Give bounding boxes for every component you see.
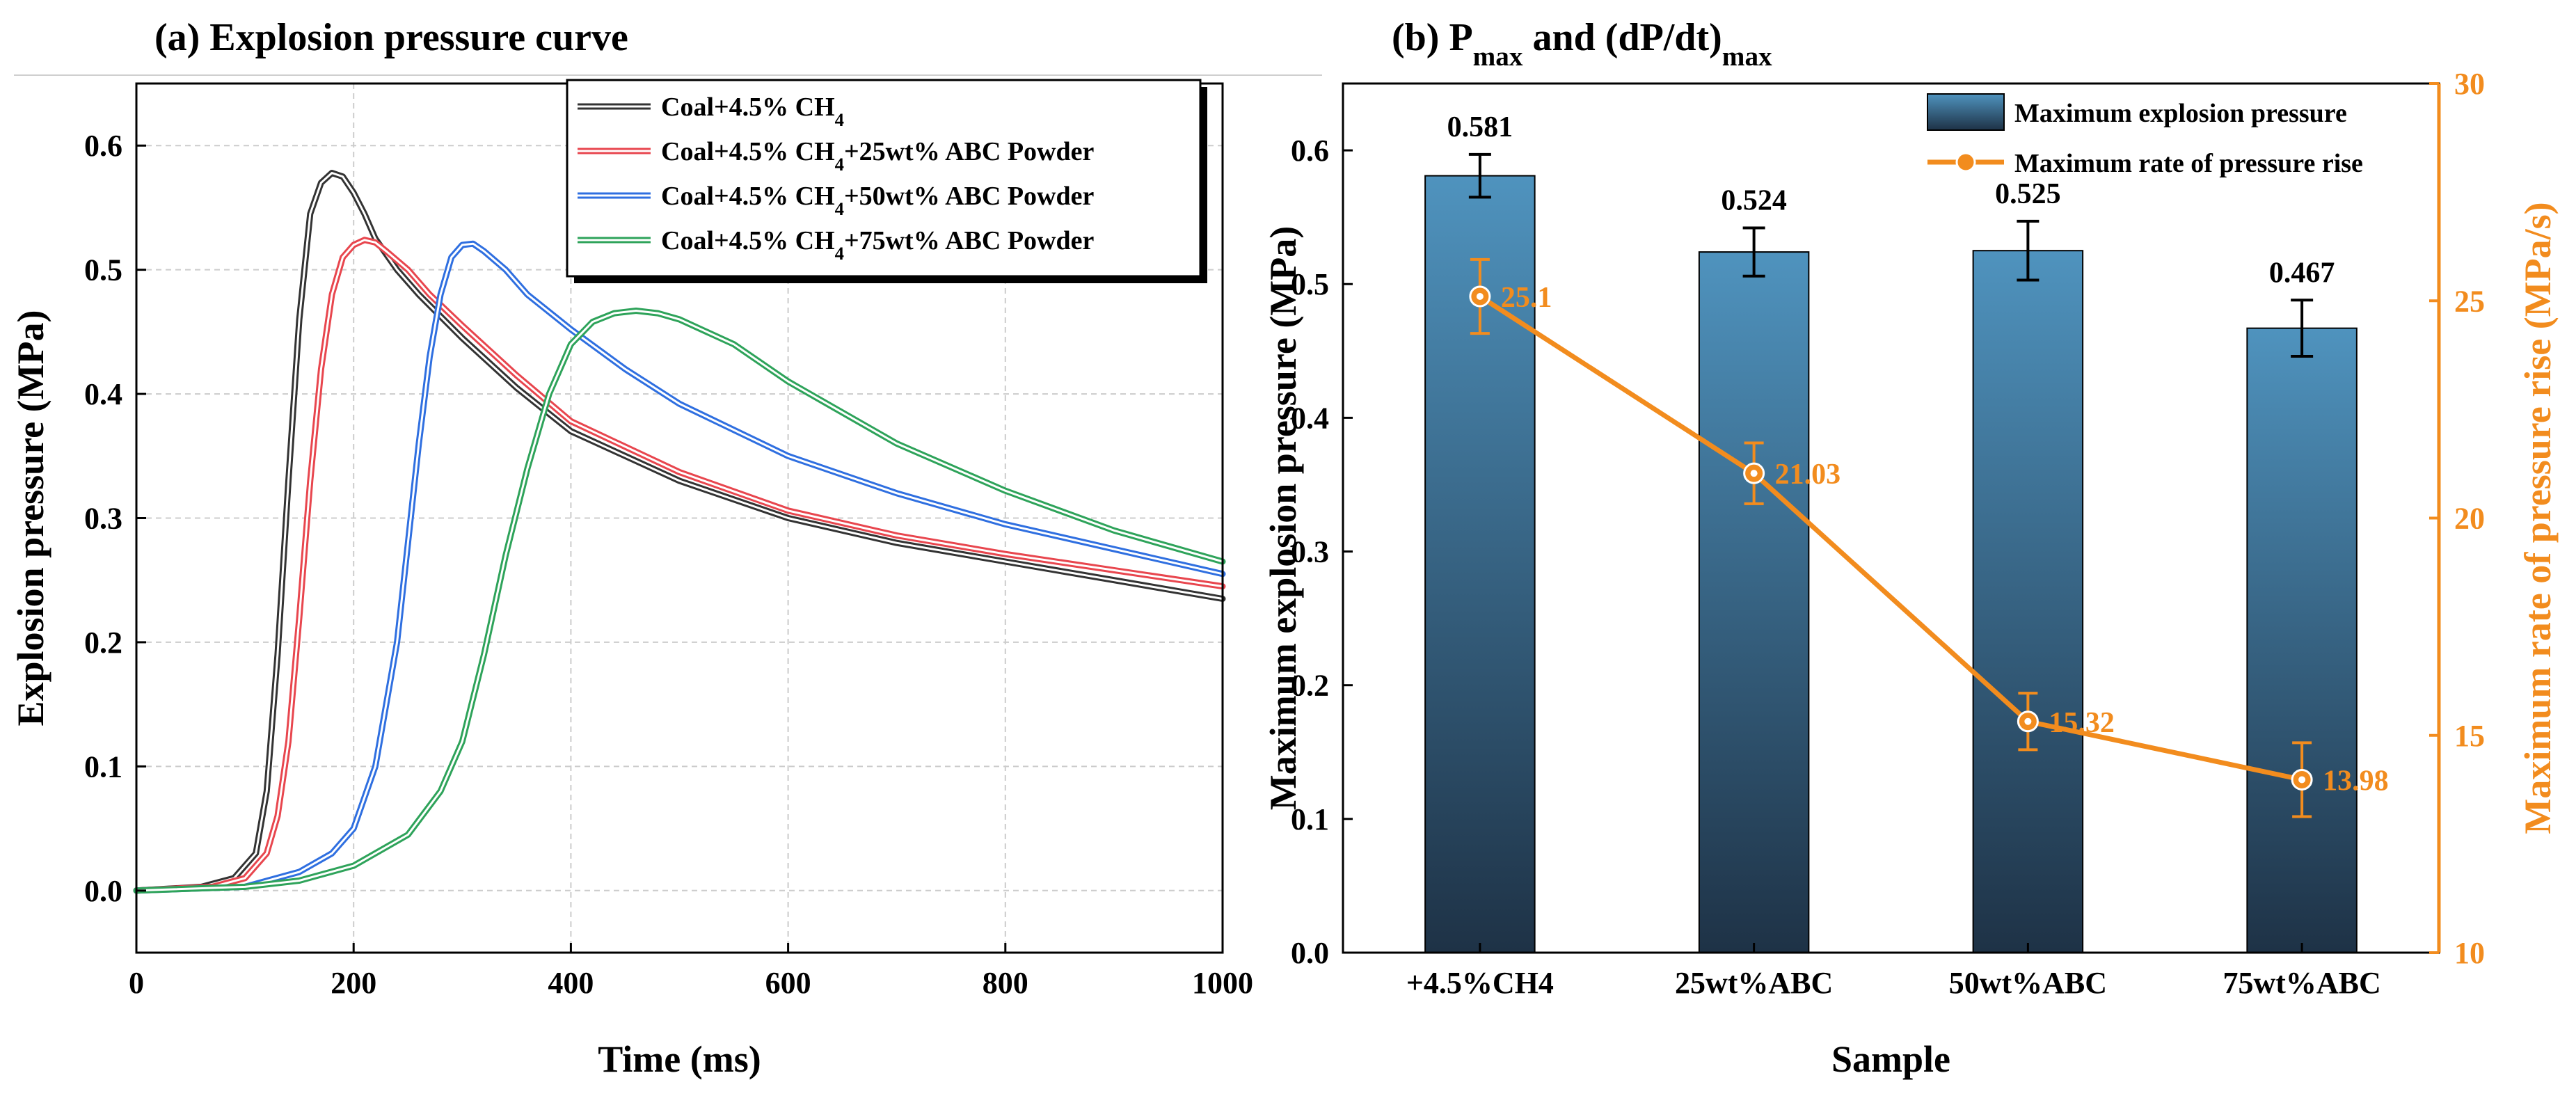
y-tick-label: 0.1 xyxy=(1291,802,1329,836)
series-line-inner xyxy=(135,310,1224,892)
y-tick-label: 0.1 xyxy=(84,749,122,784)
legend-label: Maximum explosion pressure xyxy=(2014,99,2347,128)
series-line-inner xyxy=(135,242,1224,892)
y-axis-label: Explosion pressure (MPa) xyxy=(10,310,51,726)
x-axis-label: Time (ms) xyxy=(598,1038,761,1080)
bar-value-label: 0.525 xyxy=(1995,178,2061,210)
error-bar xyxy=(2291,299,2314,358)
y2-tick-label: 20 xyxy=(2454,502,2485,536)
x-tick-label: 600 xyxy=(765,966,811,1000)
x-tick-label: 25wt%ABC xyxy=(1675,966,1833,1000)
x-tick-label: 800 xyxy=(983,966,1028,1000)
legend-label: Coal+4.5% CH4 xyxy=(661,93,844,130)
x-axis-label: Sample xyxy=(1831,1038,1950,1080)
legend-label: Coal+4.5% CH4+25wt% ABC Powder xyxy=(661,137,1094,175)
y-tick-label: 0.3 xyxy=(1291,535,1329,569)
legend-label: Maximum rate of pressure rise xyxy=(2014,149,2363,178)
rate-line xyxy=(1479,294,2303,782)
series-line-inner xyxy=(135,172,1224,892)
error-bar xyxy=(2017,219,2040,282)
rate-value-label: 15.32 xyxy=(2049,707,2115,739)
y-tick-label: 0.6 xyxy=(84,129,122,163)
y-tick-label: 0.4 xyxy=(1291,401,1329,435)
series-line-2 xyxy=(133,237,1226,894)
bar xyxy=(2246,327,2358,953)
rate-point-highlight xyxy=(2024,717,2032,725)
y-tick-label: 0.5 xyxy=(84,253,122,287)
x-tick-label: 400 xyxy=(548,966,594,1000)
bar xyxy=(1972,250,2084,953)
x-tick-label: +4.5%CH4 xyxy=(1406,966,1554,1000)
y-axis-label: Maximum explosion pressure (MPa) xyxy=(1262,226,1304,810)
series-line-4 xyxy=(133,308,1226,894)
rate-value-label: 13.98 xyxy=(2323,765,2389,797)
x-tick-label: 50wt%ABC xyxy=(1949,966,2107,1000)
y2-tick-label: 25 xyxy=(2454,284,2485,318)
rate-value-label: 21.03 xyxy=(1775,459,1841,491)
legend-swatch xyxy=(1927,93,2005,131)
y2-tick-label: 10 xyxy=(2454,936,2485,970)
y2-tick-label: 30 xyxy=(2454,67,2485,101)
panel-b-title: (b) Pmax and (dP/dt)max xyxy=(1392,16,1772,72)
legend-box xyxy=(566,79,1202,278)
rate-value-label: 25.1 xyxy=(1501,282,1552,314)
panel-a: (a) Explosion pressure curve 0 200 400 600 80… xyxy=(10,16,1322,1080)
bar-value-label: 0.467 xyxy=(2269,257,2335,289)
bar-value-label: 0.581 xyxy=(1447,111,1513,143)
rate-point-highlight xyxy=(1750,470,1758,477)
legend-label: Coal+4.5% CH4+50wt% ABC Powder xyxy=(661,182,1094,219)
x-tick-label: 75wt%ABC xyxy=(2223,966,2380,1000)
y-tick-label: 0.4 xyxy=(84,377,122,411)
series-line-inner xyxy=(135,239,1224,892)
y-tick-label: 0.0 xyxy=(84,874,122,908)
y-tick-label: 0.6 xyxy=(1291,134,1329,168)
error-bar xyxy=(1468,152,1491,199)
legend-swatch-marker xyxy=(1955,152,1976,173)
series-line-1 xyxy=(133,170,1226,894)
x-tick-label: 0 xyxy=(129,966,144,1000)
legend-label: Coal+4.5% CH4+75wt% ABC Powder xyxy=(661,226,1094,264)
y-tick-label: 0.2 xyxy=(84,626,122,660)
y2-tick-label: 15 xyxy=(2454,719,2485,753)
y2-axis-label: Maximum rate of pressure rise (MPa/s) xyxy=(2517,202,2559,834)
y-tick-label: 0.5 xyxy=(1291,267,1329,301)
y-tick-label: 0.0 xyxy=(1291,936,1329,970)
series-line-3 xyxy=(133,240,1226,894)
legend-a: Coal+4.5% CH4 Coal+4.5% CH4+25wt% ABC Pow… xyxy=(566,79,1207,283)
rate-point-highlight xyxy=(2298,776,2306,784)
bar-value-label: 0.524 xyxy=(1721,185,1787,217)
x-tick-label: 200 xyxy=(331,966,376,1000)
y-tick-label: 0.3 xyxy=(84,502,122,536)
bar xyxy=(1698,251,1810,954)
error-bar xyxy=(1742,226,1765,278)
legend-b: Maximum explosion pressure Maximum rate o… xyxy=(1927,93,2363,178)
x-tick-label: 1000 xyxy=(1192,966,1253,1000)
panel-a-title: (a) Explosion pressure curve xyxy=(154,16,628,59)
rate-point-highlight xyxy=(1476,293,1484,301)
y-tick-label: 0.2 xyxy=(1291,669,1329,703)
